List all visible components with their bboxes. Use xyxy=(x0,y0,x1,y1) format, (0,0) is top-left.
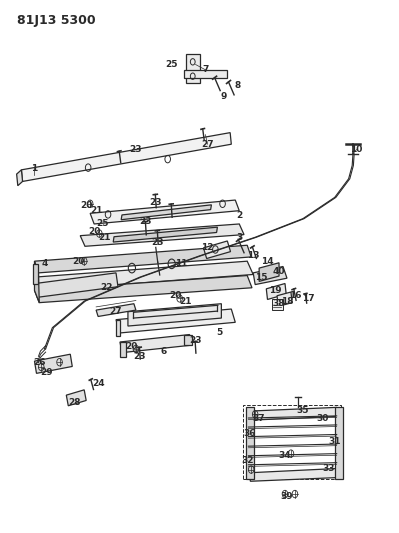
Polygon shape xyxy=(35,273,118,297)
Polygon shape xyxy=(34,261,253,290)
Text: 27: 27 xyxy=(110,307,122,316)
Polygon shape xyxy=(22,133,231,181)
Text: 20: 20 xyxy=(88,228,100,237)
Text: 21: 21 xyxy=(98,233,110,242)
Text: 8: 8 xyxy=(234,81,241,90)
Polygon shape xyxy=(266,284,286,300)
Text: 10: 10 xyxy=(350,145,363,154)
Text: 34: 34 xyxy=(279,451,291,460)
Polygon shape xyxy=(186,54,200,83)
Text: 81J13 5300: 81J13 5300 xyxy=(17,14,95,27)
Polygon shape xyxy=(120,335,192,353)
Text: 23: 23 xyxy=(130,145,142,154)
Text: 27: 27 xyxy=(201,140,214,149)
Text: 37: 37 xyxy=(253,414,265,423)
Text: 12: 12 xyxy=(201,244,214,253)
Text: 20: 20 xyxy=(170,291,182,300)
Text: 23: 23 xyxy=(134,352,146,361)
Polygon shape xyxy=(121,205,211,220)
Polygon shape xyxy=(247,407,255,479)
Text: 6: 6 xyxy=(160,347,167,356)
Polygon shape xyxy=(336,407,344,479)
Polygon shape xyxy=(34,354,72,373)
Text: 15: 15 xyxy=(255,273,267,281)
Polygon shape xyxy=(249,407,338,420)
Text: 7: 7 xyxy=(202,66,209,74)
Polygon shape xyxy=(32,264,38,284)
Text: 20: 20 xyxy=(72,257,85,265)
Text: 2: 2 xyxy=(236,212,242,221)
Text: 17: 17 xyxy=(302,294,315,303)
Polygon shape xyxy=(116,320,120,336)
Text: 24: 24 xyxy=(92,379,105,388)
Polygon shape xyxy=(259,263,279,281)
Polygon shape xyxy=(184,70,227,78)
Polygon shape xyxy=(203,241,231,259)
Text: 26: 26 xyxy=(34,358,46,367)
Polygon shape xyxy=(17,170,23,185)
Polygon shape xyxy=(113,227,217,242)
Text: 21: 21 xyxy=(179,296,192,305)
Text: 13: 13 xyxy=(247,252,259,260)
Bar xyxy=(272,300,283,310)
Polygon shape xyxy=(96,304,136,317)
Text: 18: 18 xyxy=(281,296,293,305)
Text: 38: 38 xyxy=(273,299,285,308)
Bar xyxy=(243,405,341,479)
Text: 9: 9 xyxy=(220,92,227,101)
Text: 25: 25 xyxy=(166,60,178,69)
Text: 35: 35 xyxy=(296,406,309,415)
Polygon shape xyxy=(277,292,292,306)
Polygon shape xyxy=(80,224,244,246)
Text: 33: 33 xyxy=(322,464,335,473)
Text: 16: 16 xyxy=(289,291,301,300)
Text: 40: 40 xyxy=(273,268,285,276)
Text: 23: 23 xyxy=(150,198,162,207)
Text: 28: 28 xyxy=(68,398,81,407)
Text: 11: 11 xyxy=(175,260,188,268)
Polygon shape xyxy=(253,266,287,285)
Polygon shape xyxy=(249,469,338,481)
Text: 21: 21 xyxy=(90,206,103,215)
Polygon shape xyxy=(116,309,235,333)
Polygon shape xyxy=(34,276,252,303)
Polygon shape xyxy=(66,390,86,406)
Text: 22: 22 xyxy=(100,283,112,292)
Text: 4: 4 xyxy=(41,260,47,268)
Text: 30: 30 xyxy=(316,414,329,423)
Text: 39: 39 xyxy=(280,491,293,500)
Text: 19: 19 xyxy=(269,286,281,295)
Polygon shape xyxy=(184,335,192,345)
Text: 5: 5 xyxy=(216,328,223,337)
Text: 20: 20 xyxy=(80,201,92,210)
Polygon shape xyxy=(90,200,239,224)
Text: 1: 1 xyxy=(32,164,38,173)
Polygon shape xyxy=(34,261,39,303)
Text: 14: 14 xyxy=(261,257,273,265)
Text: 20: 20 xyxy=(126,342,138,351)
Text: 23: 23 xyxy=(152,238,164,247)
Text: 3: 3 xyxy=(236,233,242,242)
Text: 31: 31 xyxy=(328,438,341,447)
Text: 25: 25 xyxy=(96,220,109,229)
Text: 23: 23 xyxy=(140,217,152,226)
Text: 36: 36 xyxy=(243,430,255,439)
Polygon shape xyxy=(34,245,251,273)
Text: 32: 32 xyxy=(241,456,253,465)
Polygon shape xyxy=(128,304,221,326)
Polygon shape xyxy=(120,342,126,357)
Text: 29: 29 xyxy=(40,368,53,377)
Text: 23: 23 xyxy=(189,336,202,345)
